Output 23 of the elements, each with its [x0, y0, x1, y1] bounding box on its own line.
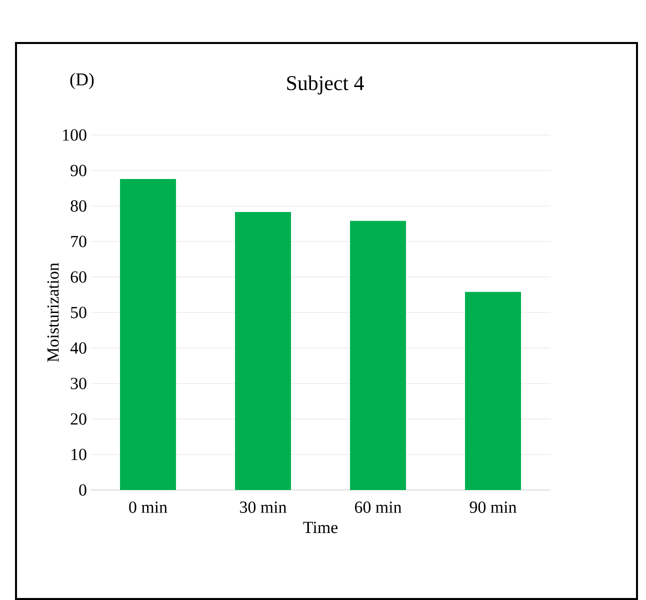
y-tick-label: 40 — [70, 342, 86, 354]
bar — [465, 292, 522, 490]
chart-title: Subject 4 — [287, 76, 364, 94]
bar — [350, 220, 406, 490]
y-tick-label: 30 — [70, 378, 86, 390]
x-tick-label: 30 min — [240, 502, 287, 513]
y-tick-label: 100 — [63, 129, 86, 141]
x-tick-label: 0 min — [129, 502, 168, 513]
x-tick-label: 60 min — [354, 502, 402, 513]
y-tick-label: 10 — [72, 448, 86, 460]
bar — [235, 212, 292, 490]
y-tick-label: 70 — [71, 236, 86, 248]
y-tick-label: 90 — [70, 164, 86, 176]
y-tick-label: 0 — [79, 484, 86, 496]
y-tick-label: 50 — [71, 306, 86, 318]
x-axis-title: Time — [303, 522, 338, 534]
y-tick-label: 20 — [70, 413, 86, 425]
y-axis-title: Moisturization — [47, 262, 59, 362]
bar — [120, 179, 176, 490]
x-tick-label: 90 min — [470, 502, 517, 513]
text: (D) — [70, 72, 94, 90]
y-tick-label: 80 — [70, 200, 86, 212]
y-tick-label: 60 — [70, 271, 86, 283]
